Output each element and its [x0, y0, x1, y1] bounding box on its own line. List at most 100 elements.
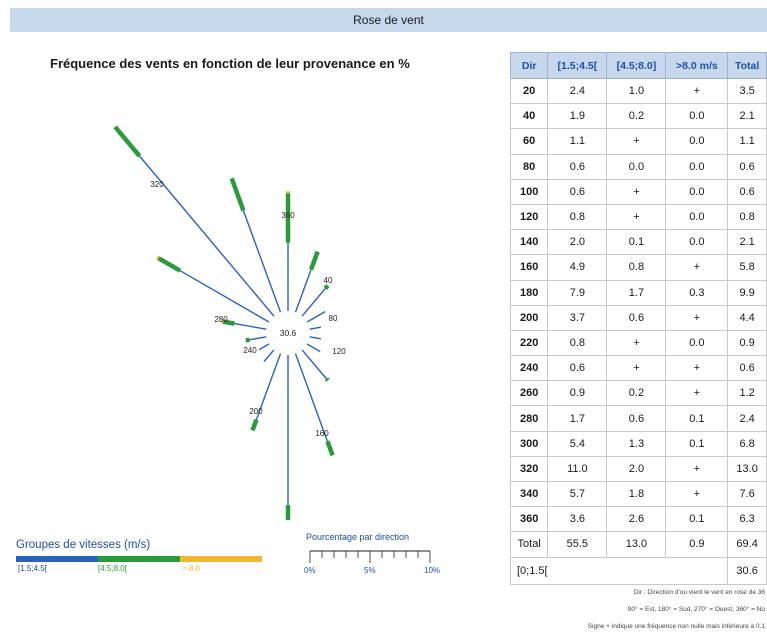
cell-group-1: 11.0	[547, 455, 608, 483]
spoke-100-group-1	[309, 336, 322, 340]
legend-label-group-2: [4.5;8.0[	[98, 564, 127, 573]
cell-group-3: 0.0	[665, 229, 729, 256]
spoke-340-group-2	[229, 177, 246, 212]
spoke-240-group-1	[258, 343, 270, 351]
cell-group-2: 2.6	[606, 506, 667, 533]
total-cell-group-1: 55.5	[547, 531, 608, 558]
cell-dir: 320	[509, 455, 549, 483]
table-row: 60 1.1 +0.0 1.1	[509, 128, 767, 155]
center-calm-value: 30.6	[280, 328, 297, 338]
table-row: 240 0.6 + +0.6	[509, 355, 767, 382]
cell-group-1: 1.9	[547, 103, 608, 130]
cell-total: 0.8	[727, 203, 767, 231]
cell-total: 4.4	[727, 304, 767, 331]
spoke-200-group-1	[255, 353, 282, 420]
cell-group-1: 5.7	[547, 480, 608, 508]
cell-dir: 60	[509, 128, 549, 155]
scale-label-10: 10%	[424, 566, 441, 575]
spoke-300-group-3	[155, 255, 160, 261]
cell-group-1: 0.6	[547, 178, 608, 205]
cell-group-1: 2.0	[547, 229, 608, 256]
spoke-60-group-1	[306, 310, 326, 323]
cell-dir: 220	[509, 329, 549, 357]
spoke-220-group-1	[263, 349, 275, 362]
cell-total: 13.0	[727, 455, 767, 483]
cell-group-1: 5.4	[547, 430, 608, 457]
spoke-80-group-1	[309, 326, 322, 330]
total-cell-group-3: 0.9	[665, 531, 729, 558]
cell-total: 0.9	[727, 329, 767, 357]
spoke-280-group-1	[234, 322, 267, 330]
cell-group-3: 0.0	[665, 329, 729, 357]
wind-rose-chart: 30.6 320 360 40 80 120 160 200 240 280	[113, 125, 346, 520]
cell-group-2: 1.7	[606, 279, 667, 306]
table-row: 260 0.9 0.2 +1.2	[509, 380, 767, 407]
spoke-320-group-2	[113, 125, 142, 158]
cell-total: 0.6	[727, 153, 767, 180]
table-row: 20 2.4 1.0 +3.5	[509, 77, 767, 105]
direction-label-40: 40	[324, 276, 333, 285]
table-row: 80 0.6 0.0 0.0 0.6	[509, 153, 767, 180]
cell-group-1: 0.8	[547, 329, 608, 357]
cell-group-3: +	[665, 254, 729, 281]
cell-group-3: 0.1	[665, 405, 729, 432]
spoke-340-group-1	[242, 210, 282, 313]
table-row: 140 2.0 0.1 0.0 2.1	[509, 229, 767, 256]
cell-group-3: 0.0	[665, 128, 729, 155]
spoke-200-group-2	[250, 418, 259, 432]
cell-group-1: 1.7	[547, 405, 608, 432]
cell-group-2: 0.8	[606, 254, 667, 281]
direction-label-240: 240	[243, 346, 257, 355]
table-header-row: Dir [1.5;4.5[ [4.5;8.0] >8.0 m/s Total	[509, 52, 767, 79]
cell-group-1: 0.6	[547, 153, 608, 180]
header-total: Total	[727, 52, 767, 79]
cell-group-2: +	[606, 178, 667, 205]
cell-group-2: 1.8	[606, 480, 667, 508]
table-row: 180 7.9 1.7 0.3 9.9	[509, 279, 767, 306]
legend-title: Groupes de vitesses (m/s)	[16, 539, 151, 551]
cell-dir: 360	[509, 506, 549, 533]
cell-group-2: 2.0	[606, 455, 667, 483]
header-group-2: [4.5;8.0]	[606, 52, 667, 79]
cell-total: 6.8	[727, 430, 767, 457]
cell-group-3: 0.0	[665, 153, 729, 180]
header-dir: Dir	[509, 52, 549, 79]
cell-total: 0.6	[727, 355, 767, 382]
note-direction: Dir : Direction d'où vient le vent en ro…	[633, 589, 765, 596]
direction-label-80: 80	[329, 314, 338, 323]
table-row: 200 3.7 0.6 +4.4	[509, 304, 767, 331]
cell-group-2: 0.0	[606, 153, 667, 180]
table-row: 340 5.7 1.8 +7.6	[509, 480, 767, 508]
cell-group-1: 0.8	[547, 203, 608, 231]
cell-total: 5.8	[727, 254, 767, 281]
spoke-300-group-1	[179, 270, 270, 323]
cell-group-3: 0.3	[665, 279, 729, 306]
cell-group-1: 1.1	[547, 128, 608, 155]
cell-dir: 120	[509, 203, 549, 231]
scale-title: Pourcentage par direction	[306, 532, 410, 542]
spoke-300-group-2	[157, 256, 182, 273]
header-group-1: [1.5;4.5[	[547, 52, 608, 79]
spoke-20-group-2	[308, 250, 320, 271]
cell-group-2: +	[606, 329, 667, 357]
cell-group-2: +	[606, 203, 667, 231]
cell-dir: 80	[509, 153, 549, 180]
cell-group-2: 1.0	[606, 77, 667, 105]
cell-group-2: +	[606, 355, 667, 382]
cell-group-1: 0.9	[547, 380, 608, 407]
calm-total: 30.6	[727, 556, 767, 585]
table-total-row: Total 55.5 13.0 0.9 69.4	[509, 531, 767, 558]
total-cell-dir: Total	[509, 531, 549, 558]
table-row: 300 5.4 1.3 0.1 6.8	[509, 430, 767, 457]
cell-dir: 300	[509, 430, 549, 457]
cell-dir: 260	[509, 380, 549, 407]
cell-group-3: +	[665, 480, 729, 508]
cell-total: 2.4	[727, 405, 767, 432]
spoke-20-group-1	[294, 269, 312, 313]
cell-group-1: 3.6	[547, 506, 608, 533]
cell-dir: 340	[509, 480, 549, 508]
chart-title: Fréquence des vents en fonction de leur …	[50, 56, 410, 71]
cell-group-3: 0.0	[665, 203, 729, 231]
cell-dir: 20	[509, 77, 549, 105]
spoke-280-group-2	[222, 319, 235, 326]
